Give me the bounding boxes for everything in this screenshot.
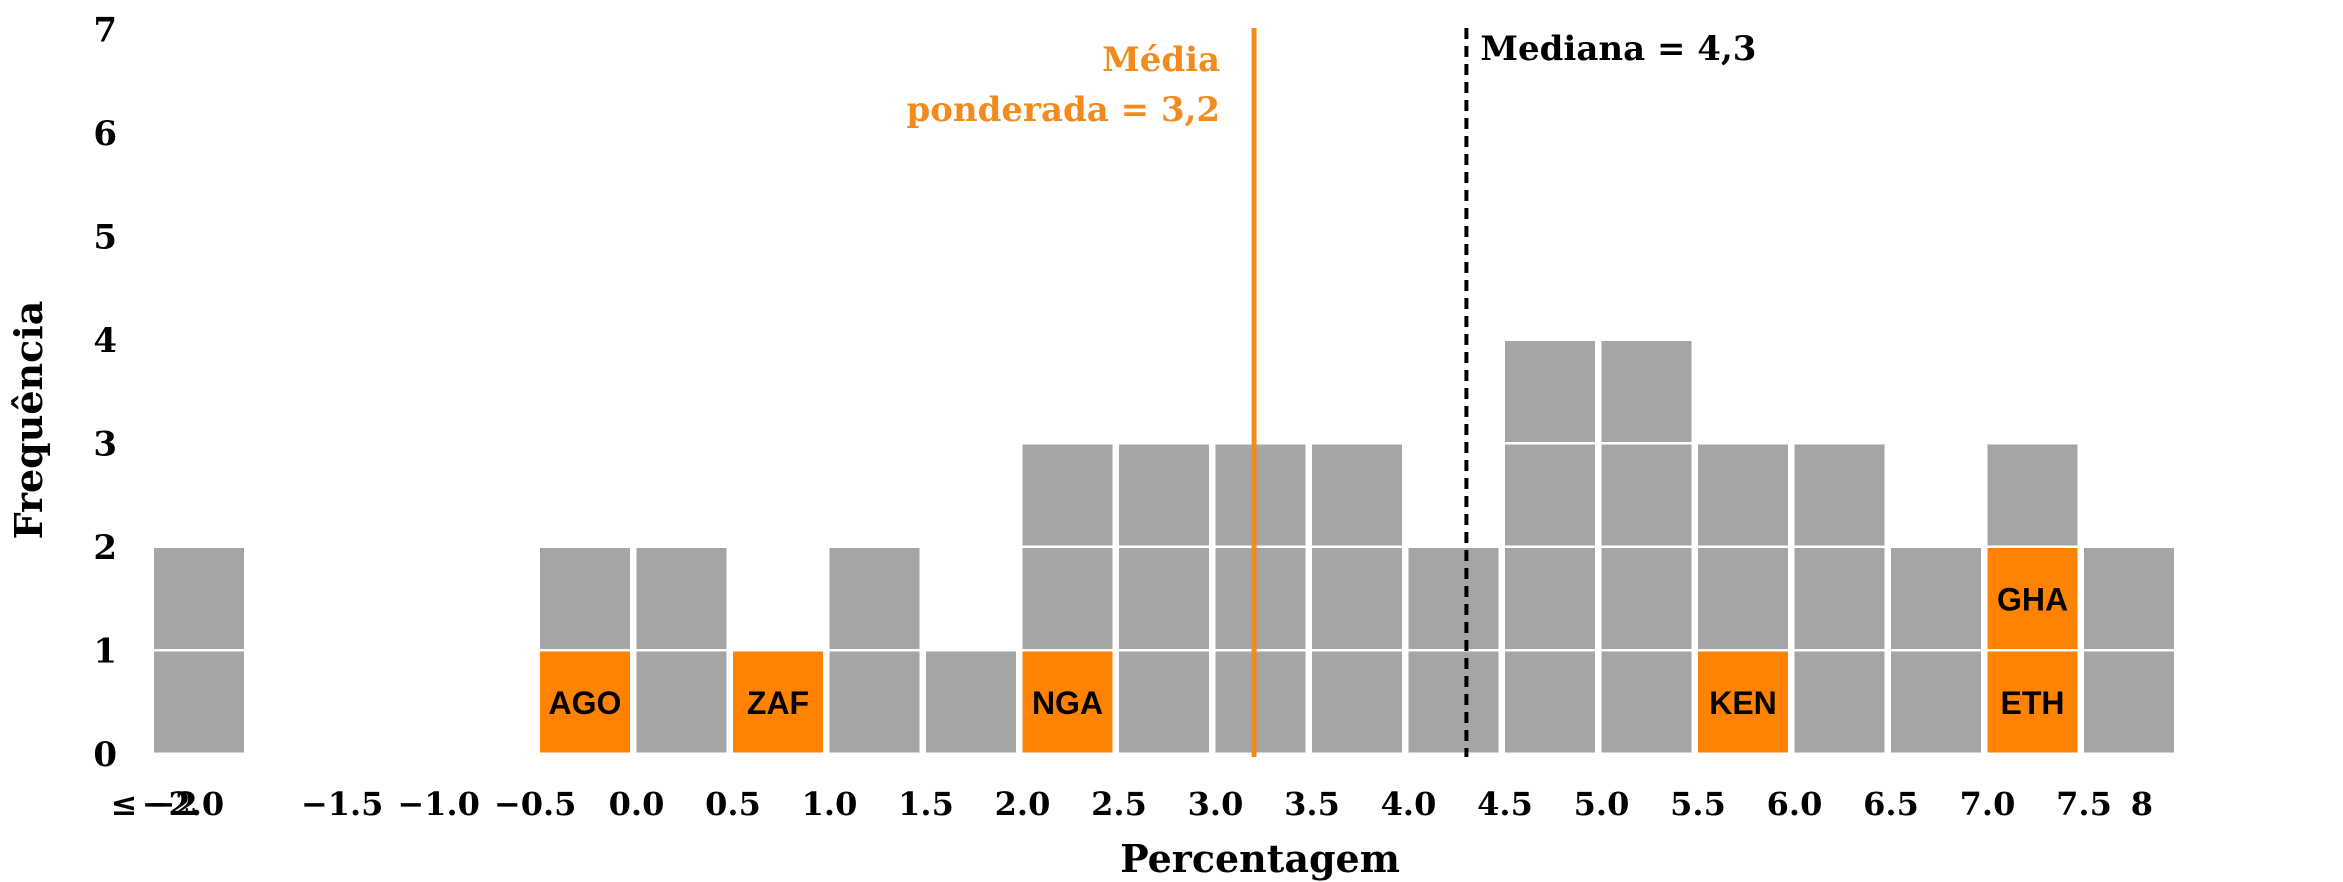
highlight-cell-zaf (733, 651, 823, 753)
highlight-cell-ken (1698, 651, 1788, 753)
bar-cell (1794, 444, 1885, 546)
bar-cell (1505, 341, 1595, 442)
bar-cell (829, 651, 920, 753)
bar-cell (1215, 651, 1306, 753)
highlight-cell-gha (1987, 548, 2078, 649)
x-tick-label: −1.0 (397, 785, 479, 823)
x-tick-label: 7.5 (2056, 785, 2112, 823)
x-tick-label: 2.5 (1091, 785, 1147, 823)
bar-cell (1601, 651, 1692, 753)
bar-cell (829, 548, 920, 649)
bar-cell (1312, 444, 1402, 546)
x-tick-label: ≤ −2 (110, 785, 197, 823)
bar-cell (1119, 651, 1209, 753)
annotations: Média ponderada = 3,2 Mediana = 4,3 (906, 28, 1756, 757)
x-tick-labels: ≤ −2−2.0 −1.5 −1.0 −0.5 0.0 0.5 1.0 1.5 2.0 2.5 3.… (110, 785, 2153, 823)
bar-cell (2084, 651, 2174, 753)
y-tick-label: 2 (93, 528, 117, 568)
bar-cell (154, 651, 244, 753)
highlight-cell-nga (1022, 651, 1113, 753)
bar-cell (1601, 444, 1692, 546)
y-tick-label: 0 (93, 735, 117, 775)
y-tick-labels: 0 1 2 3 4 5 6 7 (93, 11, 117, 776)
y-axis-title: Frequência (6, 301, 51, 540)
bar-cell (1794, 548, 1885, 649)
bar-cell (1215, 444, 1306, 546)
bar-cell (1312, 548, 1402, 649)
bar-cell (1891, 548, 1981, 649)
bar-cell (1891, 651, 1981, 753)
bar-cell (1215, 548, 1306, 649)
country-label: GHA (1997, 582, 2068, 618)
bar-cell (1119, 444, 1209, 546)
country-label: AGO (549, 685, 622, 721)
highlight-cell-ago (540, 651, 630, 753)
bar-cell (1987, 444, 2078, 546)
x-tick-label: 2.0 (995, 785, 1051, 823)
bar-cell (1698, 548, 1788, 649)
y-tick-label: 7 (93, 11, 117, 51)
highlight-cell-eth (1987, 651, 2078, 753)
x-tick-label: 4.5 (1477, 785, 1533, 823)
x-axis-title: Percentagem (1120, 836, 1400, 881)
bar-cell (1408, 548, 1499, 649)
country-label: KEN (1709, 685, 1777, 721)
bar-cell (1601, 548, 1692, 649)
x-tick-label: 5.0 (1574, 785, 1630, 823)
x-tick-label: 8 (2131, 785, 2153, 823)
bar-cell (1022, 548, 1113, 649)
bar-cell (1698, 444, 1788, 546)
x-tick-label: 5.5 (1670, 785, 1726, 823)
x-tick-label: 3.5 (1284, 785, 1340, 823)
bar-cell (1119, 548, 1209, 649)
y-tick-label: 4 (93, 321, 117, 361)
bar-cell (154, 548, 244, 649)
bar-cell (1312, 651, 1402, 753)
x-tick-label: 6.5 (1863, 785, 1919, 823)
bar-cell (2084, 548, 2174, 649)
bar-cell (1601, 341, 1692, 442)
y-tick-label: 1 (93, 632, 117, 672)
bar-cell (1022, 444, 1113, 546)
y-tick-label: 5 (93, 218, 117, 258)
x-tick-label: 1.5 (898, 785, 954, 823)
bar-cell (1408, 651, 1499, 753)
bar-cell (1794, 651, 1885, 753)
x-tick-label: 6.0 (1767, 785, 1823, 823)
x-tick-label: 1.0 (802, 785, 858, 823)
x-tick-label: −0.5 (494, 785, 576, 823)
y-tick-label: 6 (93, 114, 117, 154)
country-label: ETH (2001, 685, 2065, 721)
x-tick-label: 7.0 (1960, 785, 2016, 823)
median-label: Mediana = 4,3 (1480, 29, 1756, 69)
x-tick-label: −1.5 (301, 785, 383, 823)
y-tick-label: 3 (93, 425, 117, 465)
bar-cell (636, 651, 727, 753)
bar-cell (1505, 444, 1595, 546)
country-label: NGA (1032, 685, 1103, 721)
bar-cell (636, 548, 727, 649)
x-tick-label: 4.0 (1381, 785, 1437, 823)
weighted-mean-label: ponderada = 3,2 (906, 90, 1220, 130)
bar-cell (1505, 651, 1595, 753)
x-tick-label: −2.0 (142, 785, 224, 823)
bar-cell (1505, 548, 1595, 649)
country-label: ZAF (747, 685, 809, 721)
bar-cell (926, 651, 1016, 753)
bar-cell (540, 548, 630, 649)
x-tick-label: 0.0 (609, 785, 665, 823)
x-tick-label: 0.5 (705, 785, 761, 823)
weighted-mean-label: Média (1102, 40, 1220, 80)
x-tick-label: 3.0 (1188, 785, 1244, 823)
histogram-cells: AGO ZAF NGA KEN ETH GHA (154, 341, 2174, 753)
